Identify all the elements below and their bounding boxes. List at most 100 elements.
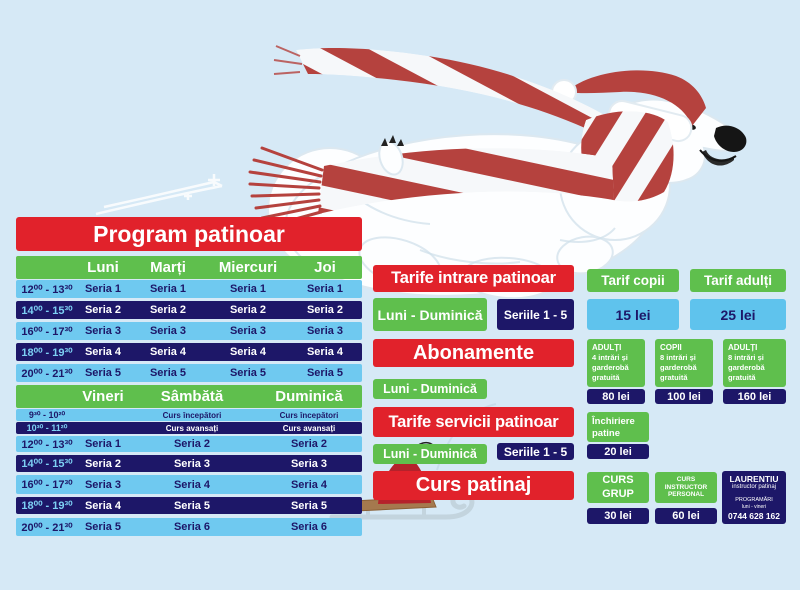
- series-cell: Seria 4: [306, 346, 344, 358]
- time-slot: 18⁰⁰ - 19³⁰: [21, 346, 73, 359]
- series-cell: Seria 2: [229, 304, 267, 316]
- instructor-name: LAURENTIU: [729, 473, 779, 484]
- section-title-curs: Curs patinaj: [373, 471, 574, 500]
- day-header-joi: Joi: [314, 259, 336, 276]
- section-title-abonamente: Abonamente: [373, 339, 574, 367]
- abonament-card-copii-8: COPII 8 intrări și garderobă gratuită: [655, 339, 713, 387]
- curs-instructor-card: CURS INSTRUCTOR PERSONAL: [655, 472, 717, 503]
- abonament-card-adulti-4: ADULȚI 4 intrări și garderobă gratuită: [587, 339, 645, 387]
- day-header-vineri: Vineri: [82, 388, 124, 405]
- time-slot: 16⁰⁰ - 17³⁰: [21, 325, 73, 338]
- schedule-row: 9³⁰ - 10²⁰ Curs începători Curs începători: [16, 409, 362, 421]
- schedule-table: Program patinoar Luni Marți Miercuri Joi…: [16, 217, 362, 539]
- week2-day-header: Vineri Sâmbătă Duminică: [16, 385, 362, 408]
- abonamente-days-badge: Luni - Duminică: [373, 379, 487, 399]
- series-cell: Seria 3: [149, 325, 187, 337]
- series-cell: Seria 6: [173, 521, 211, 533]
- series-cell: Curs începători: [162, 410, 222, 420]
- abonament-price-160: 160 lei: [723, 389, 786, 404]
- schedule-row: 14⁰⁰ - 15³⁰ Seria 2 Seria 3 Seria 3: [16, 455, 362, 472]
- series-cell: Seria 2: [149, 304, 187, 316]
- series-cell: Seria 2: [173, 438, 211, 450]
- series-cell: Seria 5: [84, 367, 122, 379]
- series-cell: Seria 2: [84, 304, 122, 316]
- tarif-copii-label: Tarif copii: [587, 269, 679, 292]
- series-cell: Seria 2: [306, 304, 344, 316]
- tarif-copii-price: 15 lei: [587, 299, 679, 330]
- series-cell: Seria 5: [149, 367, 187, 379]
- series-cell: Seria 4: [84, 499, 122, 512]
- series-cell: Seria 3: [84, 478, 122, 491]
- curs-grup-price: 30 lei: [587, 508, 649, 524]
- series-cell: Seria 1: [149, 283, 187, 295]
- series-cell: Seria 3: [290, 457, 328, 470]
- time-slot: 12⁰⁰ - 13³⁰: [21, 438, 73, 451]
- time-slot: 20⁰⁰ - 21³⁰: [21, 521, 73, 534]
- instructor-role: instructor patinaj: [731, 484, 777, 491]
- series-cell: Seria 4: [149, 346, 187, 358]
- time-slot: 14⁰⁰ - 15³⁰: [21, 458, 73, 470]
- skate-sketch: [95, 174, 223, 216]
- curs-grup-card: CURS GRUP: [587, 472, 649, 503]
- series-cell: Seria 1: [84, 283, 122, 295]
- time-slot: 12⁰⁰ - 13³⁰: [21, 283, 73, 296]
- series-cell: Curs avansați: [282, 423, 336, 433]
- curs-instructor-price: 60 lei: [655, 508, 717, 524]
- schedule-row: 16⁰⁰ - 17³⁰ Seria 3 Seria 3 Seria 3 Seria 3: [16, 322, 362, 340]
- time-slot: 18⁰⁰ - 19³⁰: [21, 500, 73, 512]
- schedule-row: 12⁰⁰ - 13³⁰ Seria 1 Seria 2 Seria 2: [16, 436, 362, 452]
- time-slot: 10³⁰ - 11²⁰: [26, 422, 68, 433]
- day-header-luni: Luni: [87, 259, 119, 276]
- bear-nose: [714, 125, 747, 152]
- series-cell: Seria 3: [173, 457, 211, 470]
- series-cell: Seria 4: [229, 346, 267, 358]
- time-slot: 9³⁰ - 10²⁰: [28, 409, 66, 420]
- series-cell: Curs începători: [279, 410, 339, 420]
- series-cell: Seria 1: [306, 283, 344, 295]
- schedule-row: 16⁰⁰ - 17³⁰ Seria 3 Seria 4 Seria 4: [16, 475, 362, 494]
- time-slot: 20⁰⁰ - 21³⁰: [21, 367, 73, 380]
- series-cell: Seria 4: [173, 478, 211, 491]
- series-cell: Seria 5: [173, 499, 211, 512]
- series-cell: Seria 3: [84, 325, 122, 337]
- tarif-adulti-label: Tarif adulți: [690, 269, 786, 292]
- series-cell: Seria 3: [229, 325, 267, 337]
- series-cell: Seria 5: [290, 499, 328, 512]
- page-title: Program patinoar: [16, 217, 362, 251]
- abonament-card-adulti-8: ADULȚI 8 intrări și garderobă gratuită: [723, 339, 786, 387]
- schedule-row: 18⁰⁰ - 19³⁰ Seria 4 Seria 4 Seria 4 Seria 4: [16, 343, 362, 361]
- intrare-days-badge: Luni - Duminică: [373, 298, 487, 331]
- schedule-row: 14⁰⁰ - 15³⁰ Seria 2 Seria 2 Seria 2 Seria 2: [16, 301, 362, 319]
- schedule-row: 20⁰⁰ - 21³⁰ Seria 5 Seria 6 Seria 6: [16, 518, 362, 536]
- day-header-duminica: Duminică: [275, 388, 343, 405]
- booking-label: PROGRAMĂRI: [735, 496, 773, 503]
- section-title-intrare: Tarife intrare patinoar: [373, 265, 574, 292]
- instructor-phone: 0744 628 162: [728, 510, 780, 521]
- series-cell: Seria 1: [84, 438, 122, 450]
- bear-mouth: [702, 150, 734, 166]
- schedule-row: 12⁰⁰ - 13³⁰ Seria 1 Seria 1 Seria 1 Seria 1: [16, 280, 362, 298]
- series-cell: Seria 5: [229, 367, 267, 379]
- intrare-series-badge: Seriile 1 - 5: [497, 299, 574, 330]
- day-header-marti: Marți: [150, 259, 186, 276]
- servicii-series-badge: Seriile 1 - 5: [497, 443, 574, 460]
- series-cell: Seria 2: [84, 457, 122, 470]
- day-header-sambata: Sâmbătă: [160, 388, 224, 405]
- time-slot: 14⁰⁰ - 15³⁰: [21, 304, 73, 317]
- schedule-row: 20⁰⁰ - 21³⁰ Seria 5 Seria 5 Seria 5 Seria 5: [16, 364, 362, 382]
- santa-hat: [566, 70, 706, 126]
- week1-day-header: Luni Marți Miercuri Joi: [16, 256, 362, 279]
- series-cell: Seria 2: [290, 438, 328, 450]
- instructor-contact-card: LAURENTIU instructor patinaj PROGRAMĂRI …: [722, 471, 786, 524]
- abonament-price-80: 80 lei: [587, 389, 645, 404]
- inchiriere-patine-card: Închiriere patine: [587, 412, 649, 442]
- series-cell: Seria 4: [84, 346, 122, 358]
- bear-paw: [378, 135, 404, 176]
- tarif-adulti-price: 25 lei: [690, 299, 786, 330]
- time-slot: 16⁰⁰ - 17³⁰: [21, 479, 73, 491]
- series-cell: Curs avansați: [165, 423, 219, 433]
- schedule-row: 10³⁰ - 11²⁰ Curs avansați Curs avansați: [16, 422, 362, 434]
- section-title-servicii: Tarife servicii patinoar: [373, 407, 574, 437]
